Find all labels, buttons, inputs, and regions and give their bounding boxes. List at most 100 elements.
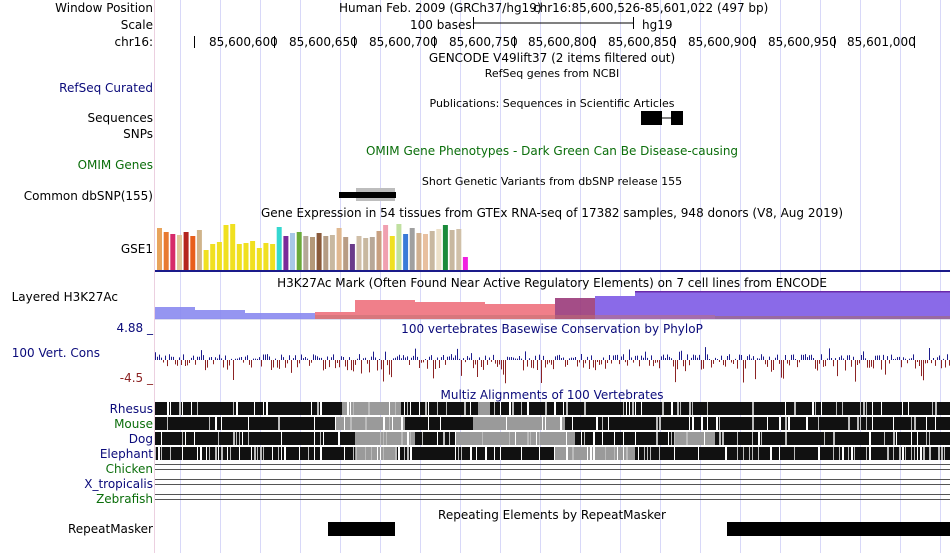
gtex-bar[interactable] — [177, 235, 182, 270]
alignment-mismatch — [167, 402, 169, 415]
alignment-mismatch — [464, 402, 466, 415]
gtex-bar[interactable] — [190, 236, 196, 270]
gtex-bar[interactable] — [263, 243, 269, 270]
species-elephant[interactable]: Elephant — [99, 447, 153, 461]
alignment-mismatch — [704, 432, 705, 445]
gtex-bar[interactable] — [423, 234, 428, 270]
gtex-bar[interactable] — [230, 224, 236, 270]
track-label-vert-cons[interactable]: 100 Vert. Cons — [11, 346, 100, 360]
gtex-expression-chart[interactable] — [155, 222, 535, 272]
gtex-bar[interactable] — [296, 232, 302, 270]
sequence-feature[interactable] — [640, 110, 685, 126]
track-label-common-snp[interactable]: Common dbSNP(155) — [23, 189, 153, 203]
gtex-bar[interactable] — [316, 233, 322, 270]
gtex-bar[interactable] — [389, 236, 395, 270]
gtex-bar[interactable] — [183, 232, 189, 270]
gtex-bar[interactable] — [323, 236, 329, 270]
repeatmasker-features[interactable] — [155, 521, 950, 537]
repeatmasker-title: Repeating Elements by RepeatMasker — [438, 508, 666, 522]
alignment-mismatch — [260, 447, 262, 460]
gtex-bar[interactable] — [283, 236, 289, 270]
gtex-bar[interactable] — [403, 234, 409, 270]
gtex-bar[interactable] — [170, 234, 176, 270]
species-dog[interactable]: Dog — [128, 432, 153, 446]
gtex-bar[interactable] — [163, 232, 169, 270]
gtex-bar[interactable] — [376, 231, 382, 270]
gtex-bar[interactable] — [343, 237, 349, 270]
track-label-omim[interactable]: OMIM Genes — [77, 158, 153, 172]
common-snp-feature[interactable] — [338, 186, 398, 203]
alignment-mismatch — [866, 447, 867, 460]
alignment-mismatch — [752, 402, 754, 415]
species-chicken[interactable]: Chicken — [105, 462, 153, 476]
gtex-bar[interactable] — [349, 244, 355, 270]
gtex-bar[interactable] — [436, 229, 442, 270]
alignment-gap-region — [335, 417, 405, 430]
alignment-mismatch — [593, 432, 595, 445]
species-zebrafish[interactable]: Zebrafish — [96, 492, 153, 506]
gtex-bar[interactable] — [203, 250, 209, 270]
multiz-alignment[interactable] — [155, 401, 950, 501]
gtex-bar[interactable] — [442, 225, 448, 270]
gtex-bar[interactable] — [363, 238, 369, 270]
gtex-bar[interactable] — [256, 248, 262, 270]
species-x-tropicalis[interactable]: X_tropicalis — [84, 477, 153, 491]
alignment-mismatch — [707, 402, 708, 415]
alignment-mismatch — [701, 417, 703, 430]
gtex-bar[interactable] — [409, 228, 415, 270]
alignment-mismatch — [353, 402, 354, 415]
gtex-bar[interactable] — [416, 233, 422, 270]
alignment-mismatch — [818, 447, 820, 460]
alignment-mismatch — [761, 432, 762, 445]
gtex-bar[interactable] — [216, 242, 222, 270]
phylop-title: 100 vertebrates Basewise Conservation by… — [401, 322, 703, 336]
gtex-bar[interactable] — [290, 233, 295, 270]
species-mouse[interactable]: Mouse — [114, 417, 153, 431]
gtex-bar[interactable] — [303, 236, 309, 270]
gtex-bar[interactable] — [383, 225, 389, 270]
alignment-mismatch — [866, 402, 867, 415]
alignment-mismatch — [689, 417, 690, 430]
alignment-mismatch — [848, 447, 849, 460]
alignment-mismatch — [398, 447, 400, 460]
alignment-mismatch — [170, 447, 171, 460]
species-rhesus[interactable]: Rhesus — [109, 402, 153, 416]
track-label-repeatmasker[interactable]: RepeatMasker — [67, 522, 153, 536]
gtex-bar[interactable] — [369, 237, 375, 270]
track-label-gse1[interactable]: GSE1 — [120, 242, 153, 256]
track-label-h3k27ac[interactable]: Layered H3K27Ac — [11, 290, 118, 304]
gtex-bar[interactable] — [336, 228, 342, 270]
alignment-mismatch — [872, 402, 873, 415]
ruler-axis — [194, 36, 915, 48]
gtex-bar[interactable] — [157, 228, 162, 270]
conservation-wiggle[interactable] — [155, 336, 950, 386]
alignment-mismatch — [509, 402, 511, 415]
gtex-bar[interactable] — [270, 244, 276, 270]
alignment-mismatch — [281, 447, 282, 460]
gtex-bar[interactable] — [250, 241, 256, 270]
gtex-bar[interactable] — [449, 230, 455, 270]
track-label-sequences[interactable]: Sequences — [87, 111, 153, 125]
alignment-mismatch — [926, 417, 927, 430]
gtex-bar[interactable] — [196, 230, 202, 270]
alignment-mismatch — [461, 447, 462, 460]
gtex-bar[interactable] — [396, 224, 402, 270]
alignment-mismatch — [881, 402, 882, 415]
gtex-bar[interactable] — [210, 244, 216, 270]
track-label-snps[interactable]: SNPs — [123, 127, 153, 141]
gtex-bar[interactable] — [310, 237, 315, 270]
gtex-bar[interactable] — [356, 236, 362, 270]
alignment-mismatch — [737, 447, 738, 460]
gtex-bar[interactable] — [276, 227, 282, 270]
gtex-bar[interactable] — [329, 235, 335, 270]
track-label-refseq[interactable]: RefSeq Curated — [59, 81, 153, 95]
h3k27ac-signal[interactable] — [155, 288, 950, 320]
gtex-bar[interactable] — [236, 244, 242, 270]
gtex-bar[interactable] — [456, 229, 462, 270]
gtex-bar[interactable] — [462, 257, 468, 270]
alignment-mismatch — [470, 402, 471, 415]
alignment-mismatch — [638, 447, 639, 460]
gtex-bar[interactable] — [429, 231, 435, 270]
gtex-bar[interactable] — [243, 243, 249, 270]
gtex-bar[interactable] — [223, 225, 229, 270]
